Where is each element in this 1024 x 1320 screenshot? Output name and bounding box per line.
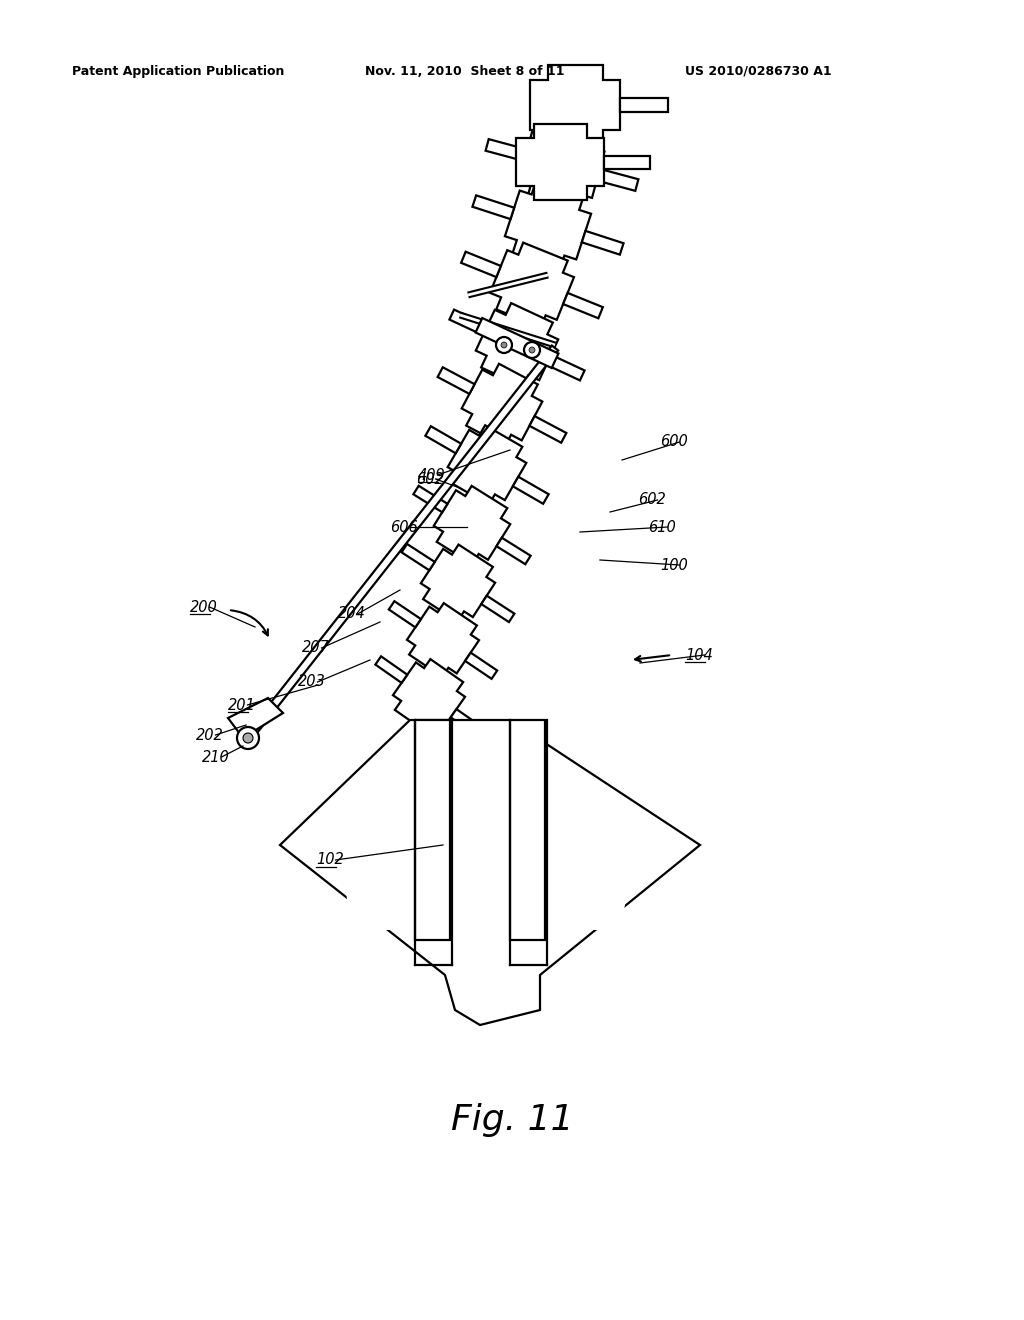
Polygon shape — [510, 719, 545, 940]
Polygon shape — [434, 486, 510, 564]
Text: 606: 606 — [390, 520, 418, 535]
Polygon shape — [505, 181, 591, 269]
Polygon shape — [547, 355, 585, 380]
Polygon shape — [376, 656, 408, 682]
Text: 200: 200 — [190, 599, 218, 615]
Polygon shape — [548, 750, 640, 931]
Polygon shape — [465, 652, 498, 678]
Polygon shape — [415, 719, 450, 940]
Polygon shape — [472, 195, 514, 219]
Text: Nov. 11, 2010  Sheet 8 of 11: Nov. 11, 2010 Sheet 8 of 11 — [365, 65, 564, 78]
Text: 409: 409 — [418, 467, 445, 483]
Polygon shape — [393, 659, 465, 733]
Text: 203: 203 — [298, 675, 326, 689]
Text: 600: 600 — [660, 434, 688, 450]
Text: 207: 207 — [302, 640, 330, 656]
Polygon shape — [425, 426, 461, 453]
Circle shape — [243, 733, 253, 743]
Text: 201: 201 — [228, 697, 256, 713]
Text: 102: 102 — [316, 853, 344, 867]
Polygon shape — [414, 486, 447, 512]
Polygon shape — [421, 545, 496, 622]
Text: US 2010/0286730 A1: US 2010/0286730 A1 — [685, 65, 831, 78]
Polygon shape — [407, 603, 479, 677]
Polygon shape — [447, 425, 526, 504]
Polygon shape — [513, 477, 549, 504]
Polygon shape — [389, 601, 421, 627]
Text: 602: 602 — [638, 492, 666, 507]
Text: Fig. 11: Fig. 11 — [451, 1104, 573, 1137]
Polygon shape — [450, 310, 487, 335]
Circle shape — [496, 337, 512, 352]
Circle shape — [524, 342, 540, 358]
Polygon shape — [245, 346, 558, 741]
Text: 210: 210 — [202, 750, 229, 764]
Text: 100: 100 — [660, 557, 688, 573]
Polygon shape — [582, 231, 624, 255]
Polygon shape — [563, 293, 603, 318]
Polygon shape — [476, 304, 558, 387]
Text: Patent Application Publication: Patent Application Publication — [72, 65, 285, 78]
Text: 104: 104 — [685, 648, 713, 663]
Polygon shape — [530, 65, 620, 145]
Text: 610: 610 — [648, 520, 676, 535]
Polygon shape — [485, 139, 527, 161]
Circle shape — [237, 727, 259, 748]
Polygon shape — [340, 750, 410, 931]
Polygon shape — [481, 595, 514, 622]
Polygon shape — [604, 156, 650, 169]
Polygon shape — [490, 243, 574, 327]
Polygon shape — [401, 544, 435, 570]
Polygon shape — [497, 537, 530, 564]
Polygon shape — [519, 121, 604, 209]
Polygon shape — [451, 709, 482, 735]
Polygon shape — [516, 124, 604, 201]
Text: 602: 602 — [416, 471, 443, 487]
Polygon shape — [529, 416, 566, 442]
Text: 204: 204 — [338, 606, 366, 622]
Polygon shape — [620, 98, 668, 112]
Polygon shape — [475, 318, 558, 368]
Polygon shape — [461, 252, 501, 277]
Polygon shape — [280, 719, 700, 1026]
Text: 202: 202 — [196, 727, 224, 742]
Circle shape — [501, 342, 507, 348]
Polygon shape — [462, 364, 543, 446]
Polygon shape — [437, 367, 474, 393]
Polygon shape — [597, 169, 638, 191]
Circle shape — [529, 347, 535, 352]
Polygon shape — [228, 698, 283, 738]
